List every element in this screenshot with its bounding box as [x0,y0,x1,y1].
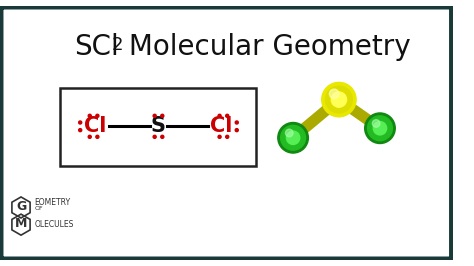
Text: Molecular Geometry: Molecular Geometry [120,33,411,61]
Text: Cl: Cl [84,116,107,136]
Circle shape [218,135,221,138]
Circle shape [235,121,238,124]
Circle shape [372,120,380,127]
Circle shape [88,135,91,138]
Text: EOMETRY: EOMETRY [35,198,71,207]
Circle shape [96,135,99,138]
Circle shape [278,123,309,153]
Circle shape [218,114,221,117]
Text: OF: OF [35,206,43,211]
Text: M: M [15,217,27,230]
Circle shape [329,89,339,99]
Circle shape [79,121,82,124]
Circle shape [79,128,82,132]
Circle shape [226,114,229,117]
FancyBboxPatch shape [0,6,453,260]
Circle shape [331,92,346,107]
Text: G: G [16,200,26,213]
Circle shape [365,113,395,143]
Text: OLECULES: OLECULES [35,220,74,229]
Circle shape [226,135,229,138]
Circle shape [235,128,238,132]
Circle shape [374,122,387,135]
Circle shape [285,129,293,137]
Circle shape [161,135,164,138]
Circle shape [88,114,91,117]
Circle shape [96,114,99,117]
Circle shape [322,82,356,117]
Circle shape [161,114,164,117]
Text: 2: 2 [112,36,123,54]
Bar [60,88,256,167]
Circle shape [367,116,392,141]
Circle shape [326,86,352,113]
Circle shape [281,125,306,150]
Circle shape [153,114,156,117]
Circle shape [286,131,300,144]
Text: SCl: SCl [74,33,119,61]
Text: Cl: Cl [210,116,233,136]
Circle shape [153,135,156,138]
Text: S: S [151,116,166,136]
